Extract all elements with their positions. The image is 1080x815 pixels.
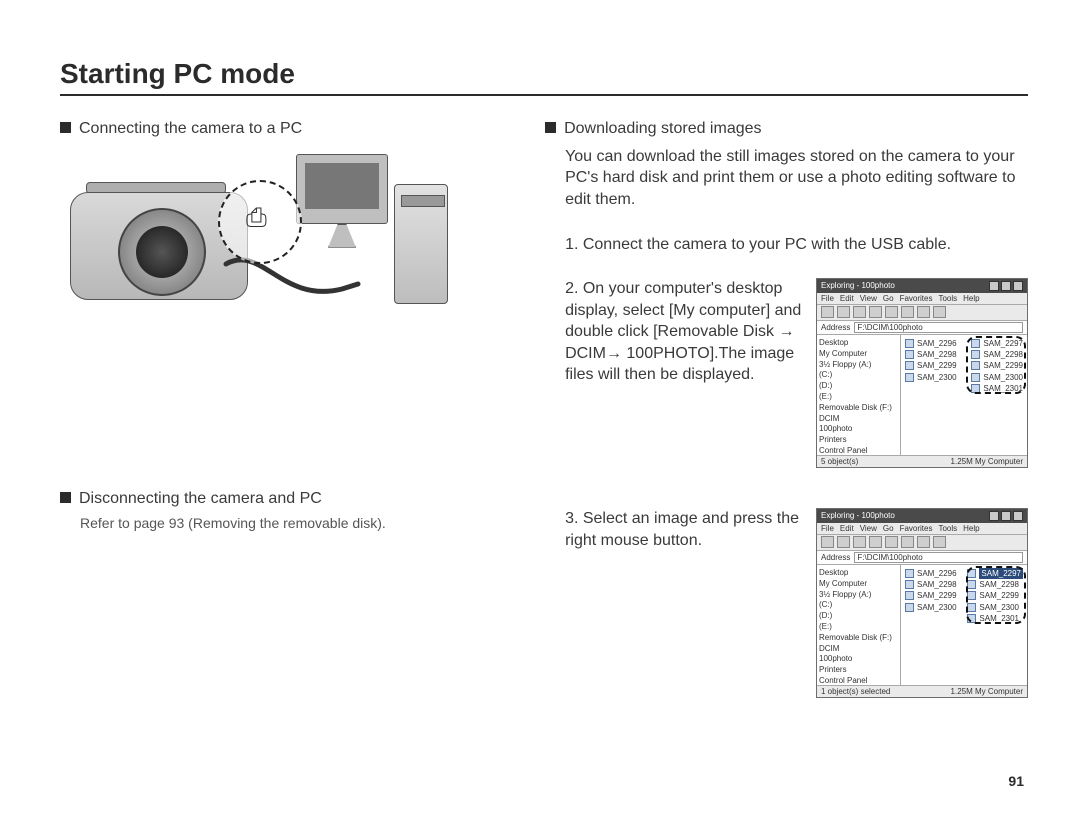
- download-heading: Downloading stored images: [564, 118, 761, 140]
- highlight-dashed-icon: [966, 566, 1026, 624]
- menu-item: Favorites: [900, 294, 933, 303]
- download-heading-row: Downloading stored images: [545, 118, 1028, 140]
- menu-item: Go: [883, 524, 894, 533]
- explorer2-files: SAM_2296SAM_2298SAM_2299SAM_2300 SAM_229…: [901, 565, 1027, 685]
- menu-item: Edit: [840, 294, 854, 303]
- connect-heading-row: Connecting the camera to a PC: [60, 118, 489, 140]
- disconnect-heading: Disconnecting the camera and PC: [79, 488, 322, 510]
- status-left: 1 object(s) selected: [821, 687, 890, 696]
- menu-item: Go: [883, 294, 894, 303]
- disconnect-heading-row: Disconnecting the camera and PC: [60, 488, 489, 510]
- two-column-layout: Connecting the camera to a PC ⎙ Disconne…: [60, 118, 1028, 698]
- explorer2-toolbar: [817, 535, 1027, 551]
- window-buttons-icon: [989, 281, 1023, 291]
- menu-item: Help: [963, 294, 979, 303]
- explorer2-statusbar: 1 object(s) selected 1.25M My Computer: [817, 685, 1027, 697]
- window-buttons-icon: [989, 511, 1023, 521]
- menu-item: File: [821, 294, 834, 303]
- address-label: Address: [821, 323, 850, 332]
- explorer1-toolbar: [817, 305, 1027, 321]
- explorer1-statusbar: 5 object(s) 1.25M My Computer: [817, 455, 1027, 467]
- camera-to-pc-illustration: ⎙: [68, 154, 448, 394]
- explorer1-files: SAM_2296SAM_2298SAM_2299SAM_2300 SAM_229…: [901, 335, 1027, 455]
- menu-item: Tools: [938, 294, 957, 303]
- menu-item: View: [860, 294, 877, 303]
- step-3-row: 3. Select an image and press the right m…: [545, 508, 1028, 698]
- left-column: Connecting the camera to a PC ⎙ Disconne…: [60, 118, 489, 698]
- explorer1-title: Exploring - 100photo: [821, 281, 895, 290]
- menu-item: File: [821, 524, 834, 533]
- address-label: Address: [821, 553, 850, 562]
- step-2: 2. On your computer's desktop display, s…: [565, 278, 802, 386]
- status-right: 1.25M My Computer: [951, 457, 1023, 466]
- menu-item: View: [860, 524, 877, 533]
- explorer1-menubar: File Edit View Go Favorites Tools Help: [817, 293, 1027, 305]
- explorer1-tree: Desktop My Computer 3½ Floppy (A:) (C:) …: [817, 335, 901, 455]
- monitor-icon: [296, 154, 388, 224]
- explorer2-menubar: File Edit View Go Favorites Tools Help: [817, 523, 1027, 535]
- explorer2-addressbar: Address F:\DCIM\100photo: [817, 551, 1027, 565]
- camera-lens-inner-icon: [136, 226, 188, 278]
- highlight-dashed-icon: [966, 336, 1026, 394]
- explorer1-addressbar: Address F:\DCIM\100photo: [817, 321, 1027, 335]
- explorer1-body: Desktop My Computer 3½ Floppy (A:) (C:) …: [817, 335, 1027, 455]
- address-value: F:\DCIM\100photo: [854, 552, 1023, 563]
- page-title: Starting PC mode: [60, 58, 1028, 96]
- explorer2-tree: Desktop My Computer 3½ Floppy (A:) (C:) …: [817, 565, 901, 685]
- right-column: Downloading stored images You can downlo…: [545, 118, 1028, 698]
- status-right: 1.25M My Computer: [951, 687, 1023, 696]
- disconnect-note: Refer to page 93 (Removing the removable…: [80, 515, 489, 531]
- menu-item: Edit: [840, 524, 854, 533]
- square-bullet-icon: [60, 122, 71, 133]
- status-left: 5 object(s): [821, 457, 858, 466]
- explorer-screenshot-2: Exploring - 100photo File Edit View Go F…: [816, 508, 1028, 698]
- step-2-row: 2. On your computer's desktop display, s…: [545, 278, 1028, 468]
- menu-item: Favorites: [900, 524, 933, 533]
- explorer2-title: Exploring - 100photo: [821, 511, 895, 520]
- menu-item: Help: [963, 524, 979, 533]
- pc-tower-icon: [394, 184, 448, 304]
- step-3: 3. Select an image and press the right m…: [565, 508, 802, 551]
- step-1: 1. Connect the camera to your PC with th…: [565, 234, 1028, 256]
- square-bullet-icon: [60, 492, 71, 503]
- page-number: 91: [1008, 773, 1024, 789]
- connect-heading: Connecting the camera to a PC: [79, 118, 302, 140]
- download-body: You can download the still images stored…: [565, 146, 1028, 211]
- explorer2-body: Desktop My Computer 3½ Floppy (A:) (C:) …: [817, 565, 1027, 685]
- address-value: F:\DCIM\100photo: [854, 322, 1023, 333]
- square-bullet-icon: [545, 122, 556, 133]
- menu-item: Tools: [938, 524, 957, 533]
- usb-symbol-icon: ⎙: [246, 202, 267, 234]
- explorer2-titlebar: Exploring - 100photo: [817, 509, 1027, 523]
- explorer-screenshot-1: Exploring - 100photo File Edit View Go F…: [816, 278, 1028, 468]
- explorer1-titlebar: Exploring - 100photo: [817, 279, 1027, 293]
